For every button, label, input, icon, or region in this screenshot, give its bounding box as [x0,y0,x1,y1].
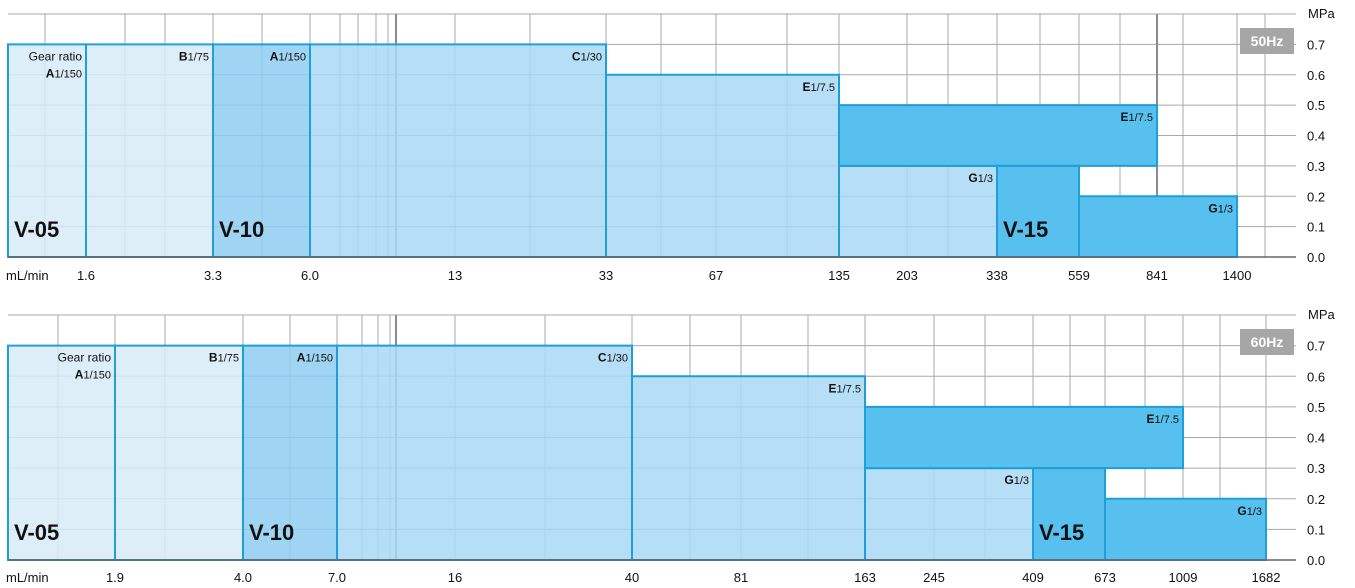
region-e-4 [605,73,840,258]
x-tick-label: 338 [986,268,1008,283]
gear-ratio-label: A1/150 [75,368,111,382]
region-b-1 [114,344,244,561]
y-tick-label: 0.5 [1307,400,1325,415]
y-tick-label: 0.6 [1307,369,1325,384]
x-tick-label: 673 [1094,570,1116,585]
gear-ratio-label: E1/7.5 [829,381,861,395]
x-tick-label: 203 [896,268,918,283]
region-c-3 [309,43,607,258]
y-tick-label: 0.2 [1307,189,1325,204]
x-tick-label: 135 [828,268,850,283]
y-tick-label: 0.3 [1307,159,1325,174]
y-unit-label: MPa [1308,6,1336,21]
x-tick-label: 16 [448,570,462,585]
frequency-badge [1240,28,1294,54]
x-unit-label: mL/min [6,268,49,283]
region-fill-7 [1032,467,1106,561]
gear-ratio-label: B1/75 [209,351,239,365]
region-b-1 [85,43,214,258]
x-tick-label: 81 [734,570,748,585]
gear-ratio-label: G1/3 [968,171,993,185]
x-tick-label: 33 [599,268,613,283]
x-tick-label: 40 [625,570,639,585]
gear-ratio-caption: Gear ratio [58,351,112,365]
gear-ratio-label: A1/150 [297,351,333,365]
x-tick-label: 1009 [1169,570,1198,585]
gear-ratio-label: C1/30 [572,49,602,63]
x-tick-label: 13 [448,268,462,283]
y-tick-label: 0.4 [1307,129,1325,144]
x-tick-label: 559 [1068,268,1090,283]
model-label-v-15: V-15 [1003,217,1048,242]
region-a-2 [242,344,338,561]
y-tick-label: 0.0 [1307,553,1325,568]
gear-ratio-label: G1/3 [1237,504,1262,518]
gear-ratio-caption: Gear ratio [29,49,83,63]
x-tick-label: 3.3 [204,268,222,283]
gear-ratio-label: E1/7.5 [1121,110,1153,124]
model-label-v-05: V-05 [14,217,59,242]
chart-50hz: A1/150 Gear ratio B1/75 A1/150 C1/30 E1/7.5 G1… [6,6,1336,283]
gear-ratio-label: B1/75 [179,49,209,63]
model-label-v-15: V-15 [1039,520,1084,545]
frequency-badge-text: 50Hz [1251,33,1284,49]
frequency-badge-text: 60Hz [1251,334,1284,350]
gear-ratio-label: G1/3 [1208,201,1233,215]
y-tick-label: 0.2 [1307,492,1325,507]
y-tick-label: 0.7 [1307,37,1325,52]
region-e-6 [864,405,1184,470]
region-a-0 [7,344,116,561]
x-tick-label: 1400 [1223,268,1252,283]
x-tick-label: 6.0 [301,268,319,283]
region-c-3 [336,344,633,561]
y-tick-label: 0.1 [1307,220,1325,235]
frequency-badge [1240,329,1294,355]
y-tick-label: 0.3 [1307,461,1325,476]
y-tick-label: 0.5 [1307,98,1325,113]
model-label-v-10: V-10 [219,217,264,242]
x-unit-label: mL/min [6,570,49,585]
region-g-8 [1104,497,1267,561]
x-tick-label: 841 [1146,268,1168,283]
y-tick-label: 0.4 [1307,431,1325,446]
y-tick-label: 0.7 [1307,339,1325,354]
region-fill-7 [996,164,1080,258]
y-tick-label: 0.1 [1307,522,1325,537]
region-e-6 [838,104,1158,167]
model-label-v-05: V-05 [14,520,59,545]
gear-ratio-label: E1/7.5 [1147,412,1179,426]
region-g-5 [838,164,998,258]
region-e-4 [631,375,866,561]
gear-ratio-label: G1/3 [1004,473,1029,487]
gear-ratio-label: A1/150 [46,66,82,80]
x-tick-label: 4.0 [234,570,252,585]
x-tick-label: 7.0 [328,570,346,585]
x-tick-label: 67 [709,268,723,283]
x-tick-label: 1.9 [106,570,124,585]
gear-ratio-label: C1/30 [598,351,628,365]
x-tick-label: 1682 [1252,570,1281,585]
x-tick-label: 409 [1022,570,1044,585]
region-a-0 [7,43,87,258]
x-tick-label: 163 [854,570,876,585]
region-g-8 [1078,195,1238,258]
y-tick-label: 0.6 [1307,68,1325,83]
y-unit-label: MPa [1308,307,1336,322]
chart-60hz: A1/150 Gear ratio B1/75 A1/150 C1/30 E1/7.5 G1… [6,307,1336,585]
x-tick-label: 1.6 [77,268,95,283]
gear-ratio-label: A1/150 [270,49,306,63]
region-g-5 [864,467,1034,561]
gear-ratio-label: E1/7.5 [803,80,835,94]
y-tick-label: 0.0 [1307,250,1325,265]
model-label-v-10: V-10 [249,520,294,545]
x-tick-label: 245 [923,570,945,585]
